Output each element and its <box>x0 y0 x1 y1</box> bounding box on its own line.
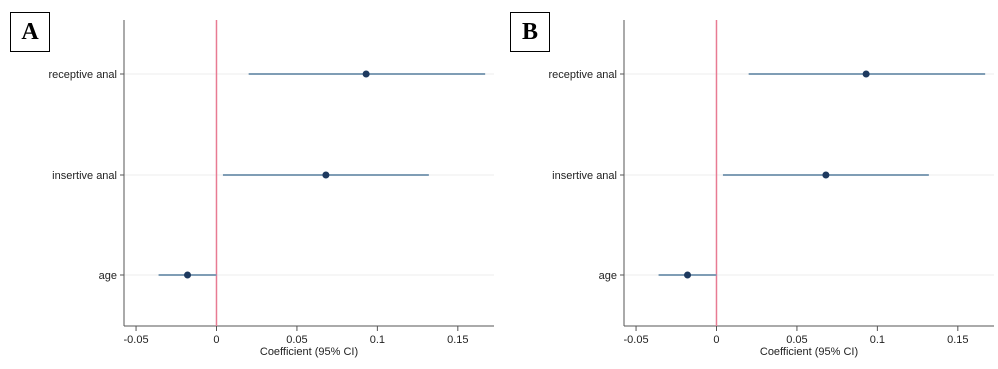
x-axis-title-a: Coefficient (95% CI) <box>260 346 358 358</box>
point-estimate-b-1 <box>822 171 830 179</box>
category-label-b-2: age <box>599 270 617 282</box>
point-estimate-a-1 <box>322 171 330 179</box>
coefficient-plot-b: receptive anal insertive anal age -0.05 0 0.0… <box>549 20 994 358</box>
coefficient-plot-a: receptive anal insertive anal age -0.05 0 0.0… <box>49 20 494 358</box>
point-estimate-a-0 <box>362 70 370 78</box>
x-axis-title-b: Coefficient (95% CI) <box>760 346 858 358</box>
category-label-b-0: receptive anal <box>549 69 618 81</box>
x-tick-label-b-0: -0.05 <box>624 334 649 346</box>
category-label-a-0: receptive anal <box>49 69 118 81</box>
point-estimate-a-2 <box>184 271 192 279</box>
category-label-a-2: age <box>99 270 117 282</box>
x-tick-label-b-1: 0 <box>713 334 719 346</box>
point-estimate-b-0 <box>862 70 870 78</box>
x-tick-label-b-4: 0.15 <box>947 334 968 346</box>
x-tick-label-b-2: 0.05 <box>786 334 807 346</box>
x-tick-label-a-1: 0 <box>213 334 219 346</box>
x-tick-label-a-0: -0.05 <box>124 334 149 346</box>
x-tick-label-a-3: 0.1 <box>370 334 385 346</box>
panel-label-b: B <box>510 12 550 52</box>
x-tick-label-a-2: 0.05 <box>286 334 307 346</box>
x-tick-label-a-4: 0.15 <box>447 334 468 346</box>
panel-label-a: A <box>10 12 50 52</box>
category-label-b-1: insertive anal <box>552 170 617 182</box>
category-label-a-1: insertive anal <box>52 170 117 182</box>
point-estimate-b-2 <box>684 271 692 279</box>
x-tick-label-b-3: 0.1 <box>870 334 885 346</box>
